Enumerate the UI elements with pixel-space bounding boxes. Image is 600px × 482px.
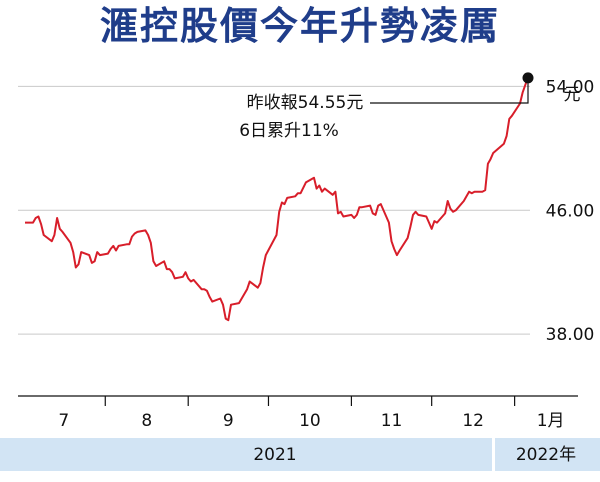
x-tick-label: 1月 <box>537 411 565 431</box>
month-labels: 7 8 9 10 11 12 1月 <box>58 411 564 431</box>
annotation-close-price: 昨收報54.55元 <box>247 93 364 113</box>
y-tick-label: 38.00 <box>546 325 595 345</box>
x-tick-label: 11 <box>381 411 403 431</box>
year-label-2022: 2022年 <box>516 445 576 465</box>
year-band-2021 <box>0 438 492 471</box>
annotation-leader-line <box>370 77 529 104</box>
x-tick-label: 10 <box>299 411 321 431</box>
price-series-line <box>25 77 529 322</box>
x-tick-label: 9 <box>223 411 234 431</box>
y-axis-ticks: 54.00 46.00 38.00 <box>546 77 595 345</box>
year-band-2022 <box>495 438 600 471</box>
y-axis-unit: 元 <box>564 85 581 105</box>
last-close-marker <box>522 72 534 84</box>
annotation-weekly-gain: 6日累升11% <box>239 121 339 141</box>
y-tick-label: 54.00 <box>546 77 595 97</box>
month-dividers <box>104 396 516 406</box>
x-tick-label: 12 <box>462 411 484 431</box>
x-tick-label: 7 <box>58 411 69 431</box>
gridlines <box>18 85 530 335</box>
chart-title: 滙控股價今年升勢凌厲 <box>99 4 500 48</box>
year-label-2021: 2021 <box>253 445 296 465</box>
y-tick-label: 46.00 <box>546 201 595 221</box>
x-tick-label: 8 <box>141 411 152 431</box>
